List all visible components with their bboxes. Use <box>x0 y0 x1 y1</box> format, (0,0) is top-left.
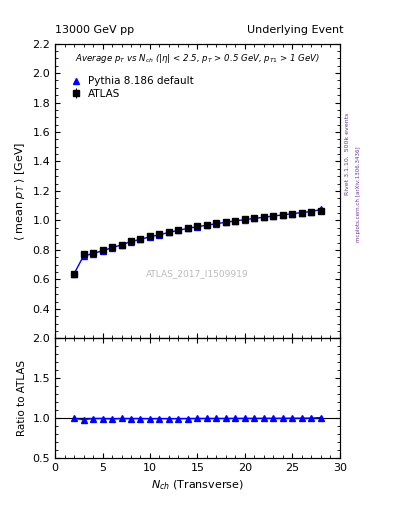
Pythia 8.186 default <box>271 213 276 219</box>
Text: Rivet 3.1.10,  500k events: Rivet 3.1.10, 500k events <box>345 113 350 195</box>
Pythia 8.186 default <box>214 221 219 227</box>
Pythia 8.186 default <box>224 219 228 225</box>
Pythia 8.186 default <box>91 250 95 257</box>
Text: Underlying Event: Underlying Event <box>247 25 344 35</box>
Pythia 8.186 default <box>185 225 190 231</box>
Line: Pythia 8.186 default: Pythia 8.186 default <box>71 206 324 277</box>
Pythia 8.186 default <box>72 271 76 277</box>
Pythia 8.186 default <box>290 210 295 217</box>
Pythia 8.186 default <box>195 224 200 230</box>
Pythia 8.186 default <box>319 206 323 212</box>
Pythia 8.186 default <box>157 232 162 238</box>
Y-axis label: Ratio to ATLAS: Ratio to ATLAS <box>17 360 27 436</box>
Legend: Pythia 8.186 default, ATLAS: Pythia 8.186 default, ATLAS <box>66 72 198 103</box>
Pythia 8.186 default <box>252 216 257 222</box>
Pythia 8.186 default <box>281 212 285 218</box>
Text: 13000 GeV pp: 13000 GeV pp <box>55 25 134 35</box>
Pythia 8.186 default <box>129 239 133 245</box>
Pythia 8.186 default <box>167 229 171 236</box>
Pythia 8.186 default <box>176 227 181 233</box>
Pythia 8.186 default <box>205 222 209 228</box>
Pythia 8.186 default <box>100 248 105 254</box>
Pythia 8.186 default <box>262 214 266 220</box>
Text: Average $p_T$ vs $N_{ch}$ ($|\eta|$ < 2.5, $p_T$ > 0.5 GeV, $p_{T1}$ > 1 GeV): Average $p_T$ vs $N_{ch}$ ($|\eta|$ < 2.… <box>75 52 320 66</box>
X-axis label: $N_{ch}$ (Transverse): $N_{ch}$ (Transverse) <box>151 479 244 492</box>
Text: mcplots.cern.ch [arXiv:1306.3436]: mcplots.cern.ch [arXiv:1306.3436] <box>356 147 361 242</box>
Pythia 8.186 default <box>233 218 238 224</box>
Pythia 8.186 default <box>242 217 247 223</box>
Pythia 8.186 default <box>81 253 86 259</box>
Pythia 8.186 default <box>148 233 152 240</box>
Y-axis label: $\langle$ mean $p_T$ $\rangle$ [GeV]: $\langle$ mean $p_T$ $\rangle$ [GeV] <box>13 141 27 241</box>
Pythia 8.186 default <box>299 209 304 216</box>
Pythia 8.186 default <box>119 242 124 248</box>
Pythia 8.186 default <box>110 245 114 251</box>
Text: ATLAS_2017_I1509919: ATLAS_2017_I1509919 <box>146 269 249 278</box>
Pythia 8.186 default <box>309 208 314 215</box>
Pythia 8.186 default <box>138 236 143 242</box>
